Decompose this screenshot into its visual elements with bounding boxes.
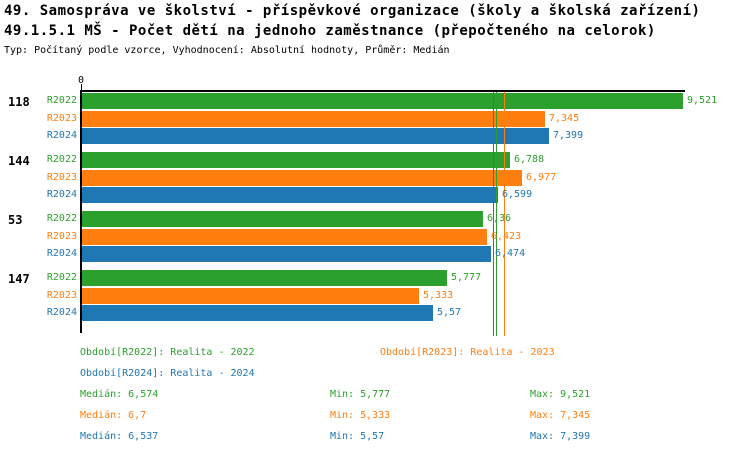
bar-value-label: 5,57 — [437, 307, 462, 318]
group-label: 118 — [8, 95, 30, 109]
stat-median-R2022: Medián: 6,574 — [80, 389, 159, 400]
bar-value-label: 6,36 — [487, 213, 512, 224]
series-row-label: R2023 — [46, 231, 77, 242]
series-row-label: R2024 — [46, 248, 77, 259]
bar-value-label: 5,333 — [423, 290, 454, 301]
bar-value-label: 5,777 — [451, 272, 482, 283]
bar-value-label: 6,474 — [495, 248, 526, 259]
stat-min-R2022: Min: 5,777 — [330, 389, 391, 400]
bar-value-label: 7,345 — [549, 113, 580, 124]
series-row-label: R2022 — [46, 213, 77, 224]
bar — [82, 270, 447, 286]
bar-chart: 0 118 R2022 9,521 R2023 7,345 R2024 7,399 144 R20… — [8, 75, 718, 336]
group-label: 147 — [8, 272, 30, 286]
indicator-title: 49.1.5.1 MŠ - Počet dětí na jednoho zamě… — [4, 23, 656, 39]
report-title: 49. Samospráva ve školství - příspěvkové… — [4, 3, 701, 19]
median-line-R2024 — [493, 92, 494, 336]
bar-value-label: 6,977 — [526, 172, 557, 183]
chart-x-axis — [81, 90, 685, 92]
bar — [82, 170, 522, 186]
bar — [82, 288, 419, 304]
bar — [82, 187, 498, 203]
series-row-label: R2023 — [46, 290, 77, 301]
stat-max-R2023: Max: 7,345 — [530, 410, 591, 421]
bar — [82, 229, 487, 245]
stat-min-R2023: Min: 5,333 — [330, 410, 391, 421]
series-row-label: R2023 — [46, 113, 77, 124]
series-row-label: R2024 — [46, 307, 77, 318]
stat-max-R2024: Max: 7,399 — [530, 431, 591, 442]
bar — [82, 305, 433, 321]
bar-value-label: 7,399 — [553, 130, 584, 141]
bar-value-label: 9,521 — [687, 95, 718, 106]
stat-min-R2024: Min: 5,57 — [330, 431, 385, 442]
chart-y-axis — [80, 90, 82, 333]
stat-max-R2022: Max: 9,521 — [530, 389, 591, 400]
series-row-label: R2024 — [46, 130, 77, 141]
stat-median-R2024: Medián: 6,537 — [80, 431, 159, 442]
axis-tick — [81, 84, 82, 90]
bar — [82, 211, 483, 227]
median-line-R2022 — [496, 92, 497, 336]
bar-value-label: 6,599 — [502, 189, 533, 200]
stat-median-R2023: Medián: 6,7 — [80, 410, 147, 421]
bar — [82, 246, 491, 262]
bar-value-label: 6,423 — [491, 231, 522, 242]
series-row-label: R2022 — [46, 272, 77, 283]
report-meta-line: Typ: Počítaný podle vzorce, Vyhodnocení:… — [4, 45, 450, 56]
bar — [82, 111, 545, 127]
group-label: 53 — [8, 213, 23, 227]
group-label: 144 — [8, 154, 30, 168]
axis-zero-label: 0 — [77, 75, 85, 86]
series-row-label: R2022 — [46, 95, 77, 106]
series-row-label: R2024 — [46, 189, 77, 200]
legend-entry-R2023: Období[R2023]: Realita - 2023 — [380, 347, 555, 358]
legend-entry-R2022: Období[R2022]: Realita - 2022 — [80, 347, 255, 358]
bar-value-label: 6,788 — [514, 154, 545, 165]
bar — [82, 93, 683, 109]
series-row-label: R2023 — [46, 172, 77, 183]
bar — [82, 128, 549, 144]
series-row-label: R2022 — [46, 154, 77, 165]
bar — [82, 152, 510, 168]
median-line-R2023 — [504, 92, 505, 336]
legend-entry-R2024: Období[R2024]: Realita - 2024 — [80, 368, 255, 379]
